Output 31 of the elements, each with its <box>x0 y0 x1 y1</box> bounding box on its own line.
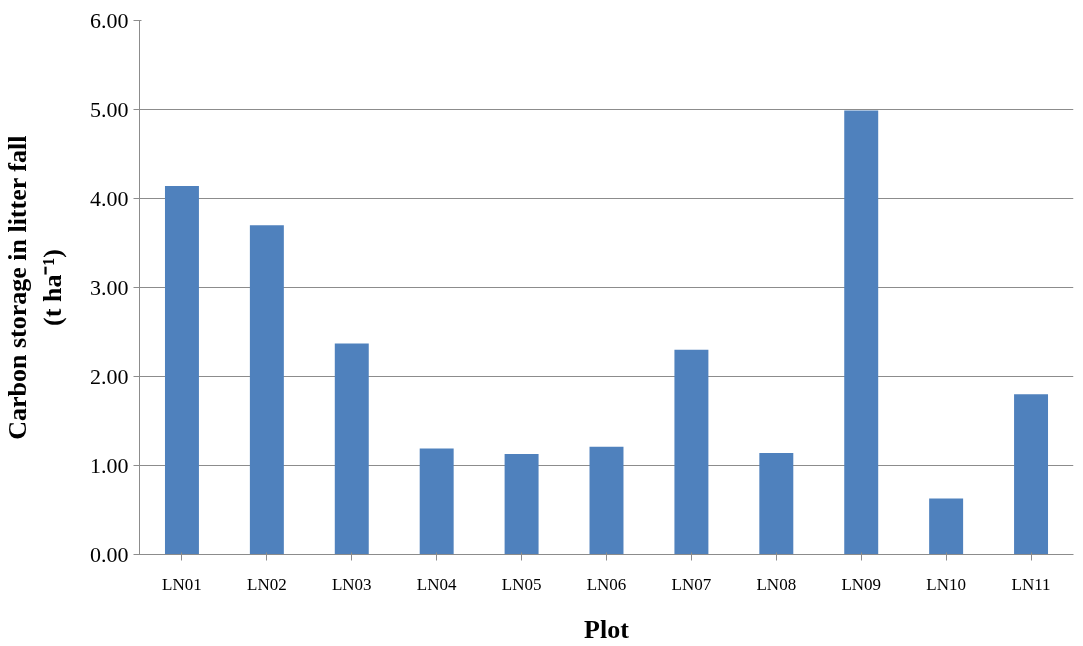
y-tick-label: 5.00 <box>90 96 129 122</box>
x-tick-label: LN06 <box>586 574 627 594</box>
bar <box>334 343 369 555</box>
x-tick-label: LN08 <box>756 574 797 594</box>
bar <box>504 453 539 555</box>
y-tick-label: 6.00 <box>90 7 129 33</box>
y-tick-label: 4.00 <box>90 185 129 211</box>
bar <box>759 453 794 555</box>
x-tick-label: LN04 <box>416 574 458 594</box>
y-axis-title: Carbon storage in litter fall (t ha⁻¹) <box>3 135 67 440</box>
x-tick-label: LN10 <box>926 574 966 594</box>
x-tick-label: LN05 <box>501 574 542 594</box>
bar <box>844 110 879 555</box>
y-tick-label: 0.00 <box>90 541 129 567</box>
x-tick-label: LN03 <box>331 574 372 594</box>
bar <box>674 349 709 555</box>
x-tick-label: LN02 <box>247 574 287 594</box>
bar <box>164 186 199 555</box>
x-tick-label: LN01 <box>162 574 202 594</box>
y-tick-label: 1.00 <box>90 452 129 478</box>
x-tick-label: LN11 <box>1011 574 1051 594</box>
bar <box>1014 394 1049 555</box>
y-tick-label: 2.00 <box>90 363 129 389</box>
x-tick-label: LN07 <box>671 574 712 594</box>
bar <box>589 446 624 555</box>
x-tick-label: LN09 <box>841 574 882 594</box>
bar <box>419 448 454 555</box>
y-tick-label: 3.00 <box>90 274 129 300</box>
bar <box>929 498 964 555</box>
bar <box>249 225 284 555</box>
x-axis-title: Plot <box>584 614 630 644</box>
